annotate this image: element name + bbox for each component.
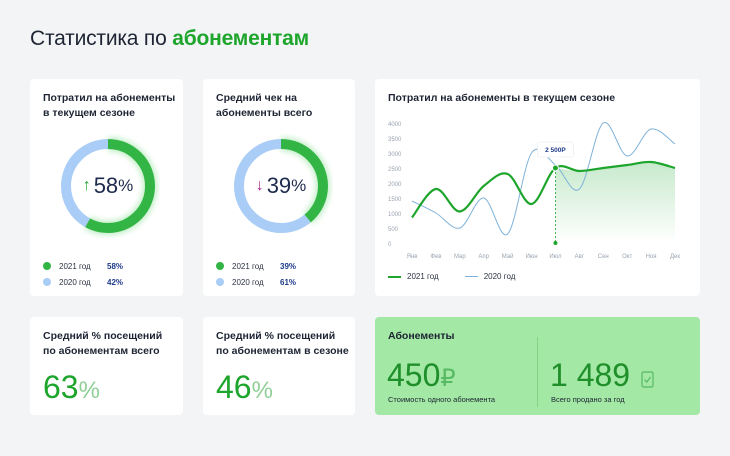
x-tick-label: Май <box>502 253 514 260</box>
spent-season-card: Потратил на абонементы в текущем сезоне … <box>30 79 183 296</box>
visits-total-value: 63% <box>43 369 100 405</box>
card-title: Потратил на абонементы в текущем сезоне <box>43 92 176 119</box>
page-title-accent: абонементам <box>172 27 309 50</box>
x-tick-label: Июн <box>525 254 537 260</box>
legend-dot <box>216 278 224 286</box>
y-tick-label: 1000 <box>388 212 402 218</box>
legend-item: 2020 год 61% <box>216 274 296 290</box>
donut-legend: 2021 год 58% 2020 год 42% <box>43 258 123 290</box>
series-area-2021 <box>555 161 675 243</box>
legend-dot <box>216 262 224 270</box>
x-tick-label: Мар <box>454 254 466 260</box>
price-caption: Стоимость одного абонемента <box>388 395 496 404</box>
x-tick-label: Фев <box>430 254 441 260</box>
series-line-2021 <box>411 160 676 219</box>
x-tick-label: Авг <box>575 254 585 260</box>
legend-item: 2020 год 42% <box>43 274 123 290</box>
card-title: Средний % посещений по абонементам в сез… <box>216 330 349 357</box>
legend-dot <box>43 278 51 286</box>
y-tick-label: 4000 <box>388 122 402 128</box>
card-title: Потратил на абонементы в текущем сезоне <box>388 92 616 104</box>
y-tick-label: 1500 <box>388 197 402 203</box>
average-check-card: Средний чек на абонементы всего ↓ 39% 20… <box>203 79 355 296</box>
donut-slice-2 <box>61 139 155 233</box>
y-tick-label: 2000 <box>388 182 402 188</box>
donut-chart: ↓ 39% <box>229 134 333 238</box>
highlight-base-point <box>553 241 558 245</box>
ruble-icon: ₽ <box>440 365 456 392</box>
x-tick-label: Окт <box>622 254 632 260</box>
legend-line <box>388 275 401 278</box>
donut-value: 58 <box>93 173 119 198</box>
y-tick-label: 2500 <box>388 167 402 173</box>
y-tick-label: 500 <box>388 227 399 233</box>
visits-season-value: 46% <box>216 369 273 405</box>
percent-sign: % <box>291 176 307 195</box>
donut-chart: ↑ 58% <box>56 134 160 238</box>
line-chart: 4000 3500 3000 2500 2000 1500 1000 500 0 Янв Фев Ма… <box>388 122 680 260</box>
x-tick-label: Сен <box>598 254 609 260</box>
x-tick-label: Ноя <box>646 254 657 260</box>
line-chart-card: Потратил на абонементы в текущем сезоне … <box>375 79 700 296</box>
chart-legend: 2021 год 2020 год <box>388 272 515 281</box>
subscriptions-card: Абонементы 450₽ Стоимость одного абонеме… <box>375 317 700 415</box>
y-tick-label: 3500 <box>388 137 402 143</box>
highlight-point[interactable] <box>551 164 559 172</box>
y-tick-label: 3000 <box>388 152 402 158</box>
divider <box>537 337 538 407</box>
arrow-up-icon: ↑ <box>82 177 91 194</box>
percent-sign: % <box>118 176 134 195</box>
ticket-check-icon <box>641 359 654 396</box>
tooltip-text: 2 500Р <box>545 147 566 154</box>
x-tick-label: Янв <box>407 254 418 260</box>
legend-dot <box>43 262 51 270</box>
sold-value: 1 489 <box>550 357 654 396</box>
y-tick-label: 0 <box>388 242 392 248</box>
donut-legend: 2021 год 39% 2020 год 61% <box>216 258 296 290</box>
legend-item: 2021 год 58% <box>43 258 123 274</box>
donut-slice-2 <box>234 139 328 233</box>
sold-caption: Всего продано за год <box>551 395 625 404</box>
price-value: 450₽ <box>387 357 456 393</box>
card-title: Абонементы <box>388 330 455 342</box>
visits-season-card: Средний % посещений по абонементам в сез… <box>203 317 355 415</box>
x-tick-label: Июл <box>549 254 562 260</box>
card-title: Средний чек на абонементы всего <box>216 92 313 119</box>
legend-item: 2021 год 39% <box>216 258 296 274</box>
page-title: Статистика по абонементам <box>30 27 309 50</box>
legend-line <box>464 276 478 277</box>
arrow-down-icon: ↓ <box>255 177 264 194</box>
visits-total-card: Средний % посещений по абонементам всего… <box>30 317 183 415</box>
donut-value: 39 <box>266 173 292 198</box>
x-tick-label: Апр <box>478 254 489 260</box>
card-title: Средний % посещений по абонементам всего <box>43 330 163 357</box>
x-tick-label: Дек <box>670 254 680 260</box>
value-tooltip: 2 500Р <box>537 141 574 160</box>
